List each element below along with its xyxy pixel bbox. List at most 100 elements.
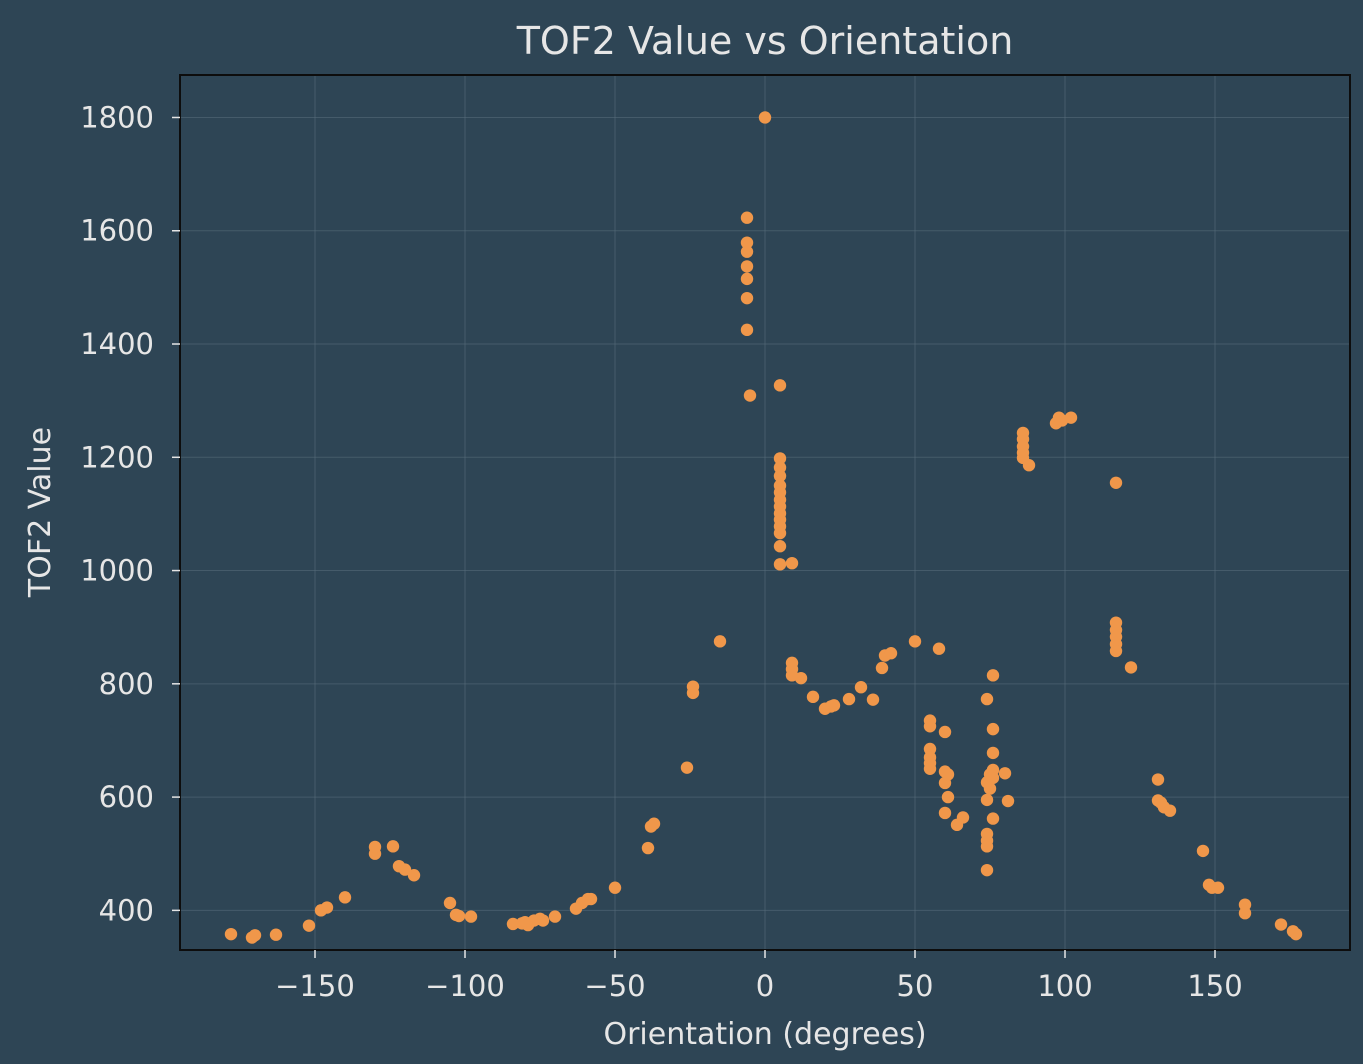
data-point bbox=[986, 746, 1000, 760]
data-point bbox=[923, 720, 937, 733]
data-point bbox=[923, 762, 937, 775]
x-tick-label: −150 bbox=[275, 969, 355, 1003]
ticks: −150 −100 −50 0 50 100 150 400 600 800 1000 1200 140… bbox=[80, 100, 1242, 1003]
y-tick-label: 600 bbox=[99, 780, 154, 814]
data-point bbox=[443, 896, 457, 910]
data-point bbox=[548, 910, 562, 923]
x-tick-label: 100 bbox=[1037, 969, 1092, 1003]
data-point bbox=[1238, 898, 1252, 911]
y-axis-label: TOF2 Value bbox=[23, 427, 58, 598]
data-point bbox=[338, 891, 352, 904]
data-point bbox=[1196, 844, 1210, 858]
data-point bbox=[647, 817, 661, 830]
data-point bbox=[506, 917, 520, 931]
data-point bbox=[452, 909, 466, 923]
data-point bbox=[875, 661, 889, 675]
data-point bbox=[740, 291, 754, 305]
data-point bbox=[941, 790, 955, 804]
data-point bbox=[407, 869, 421, 882]
x-axis-label: Orientation (degrees) bbox=[603, 1017, 926, 1052]
data-point bbox=[956, 811, 970, 824]
data-point bbox=[584, 892, 598, 906]
data-point bbox=[641, 841, 655, 855]
data-point bbox=[1163, 804, 1177, 817]
data-point bbox=[224, 927, 238, 941]
data-point bbox=[842, 692, 856, 706]
data-point bbox=[941, 768, 955, 781]
grid bbox=[180, 75, 1350, 950]
data-point bbox=[773, 526, 787, 540]
data-point bbox=[740, 260, 754, 273]
data-point bbox=[908, 635, 922, 648]
data-point bbox=[986, 669, 1000, 682]
data-point bbox=[986, 771, 1000, 785]
data-point bbox=[398, 863, 412, 876]
data-point bbox=[1109, 476, 1123, 489]
data-point bbox=[986, 722, 1000, 736]
data-point bbox=[740, 323, 754, 337]
data-point bbox=[986, 812, 1000, 825]
data-point bbox=[773, 379, 787, 392]
data-point bbox=[1022, 459, 1036, 472]
data-point bbox=[740, 236, 754, 249]
data-point bbox=[680, 761, 694, 774]
data-point bbox=[686, 680, 700, 693]
data-point bbox=[1238, 906, 1252, 920]
data-point bbox=[758, 111, 772, 124]
y-tick-label: 1600 bbox=[80, 214, 154, 248]
data-point bbox=[302, 919, 316, 932]
data-point bbox=[980, 793, 994, 807]
y-tick-label: 1200 bbox=[80, 440, 154, 474]
data-point bbox=[794, 671, 808, 685]
data-point bbox=[1124, 661, 1138, 674]
data-point bbox=[740, 272, 754, 286]
y-tick-label: 1800 bbox=[80, 100, 154, 134]
data-point bbox=[773, 558, 787, 571]
data-point bbox=[884, 647, 898, 660]
y-tick-label: 400 bbox=[99, 893, 154, 927]
data-point bbox=[923, 742, 937, 756]
data-point bbox=[386, 840, 400, 853]
data-point bbox=[464, 910, 478, 923]
data-point bbox=[932, 642, 946, 655]
data-point bbox=[773, 539, 787, 553]
data-point bbox=[866, 693, 880, 706]
data-point bbox=[938, 806, 952, 820]
data-point bbox=[980, 863, 994, 877]
data-point bbox=[980, 692, 994, 706]
data-point bbox=[806, 690, 820, 704]
data-point bbox=[608, 881, 622, 894]
data-point bbox=[785, 556, 799, 570]
x-tick-label: 50 bbox=[897, 969, 934, 1003]
y-tick-label: 1400 bbox=[80, 327, 154, 361]
x-tick-label: −50 bbox=[584, 969, 645, 1003]
x-tick-label: 0 bbox=[756, 969, 774, 1003]
data-points bbox=[224, 111, 1303, 944]
data-point bbox=[998, 767, 1012, 780]
y-tick-label: 800 bbox=[99, 667, 154, 701]
data-point bbox=[1274, 918, 1288, 931]
data-point bbox=[320, 901, 334, 914]
data-point bbox=[743, 389, 757, 402]
data-point bbox=[773, 452, 787, 465]
chart-title: TOF2 Value vs Orientation bbox=[516, 19, 1014, 63]
data-point bbox=[773, 461, 787, 474]
data-point bbox=[854, 681, 868, 694]
data-point bbox=[1109, 644, 1123, 658]
data-point bbox=[536, 914, 550, 927]
data-point bbox=[368, 840, 382, 854]
data-point bbox=[740, 211, 754, 224]
data-point bbox=[1151, 773, 1165, 786]
data-point bbox=[827, 699, 841, 712]
data-point bbox=[980, 840, 994, 853]
data-point bbox=[773, 469, 787, 483]
data-point bbox=[938, 725, 952, 739]
x-tick-label: 150 bbox=[1187, 969, 1242, 1003]
y-tick-label: 1000 bbox=[80, 554, 154, 588]
data-point bbox=[1211, 881, 1225, 894]
data-point bbox=[1289, 927, 1303, 941]
data-point bbox=[1001, 794, 1015, 808]
x-tick-label: −100 bbox=[425, 969, 505, 1003]
data-point bbox=[713, 635, 727, 648]
